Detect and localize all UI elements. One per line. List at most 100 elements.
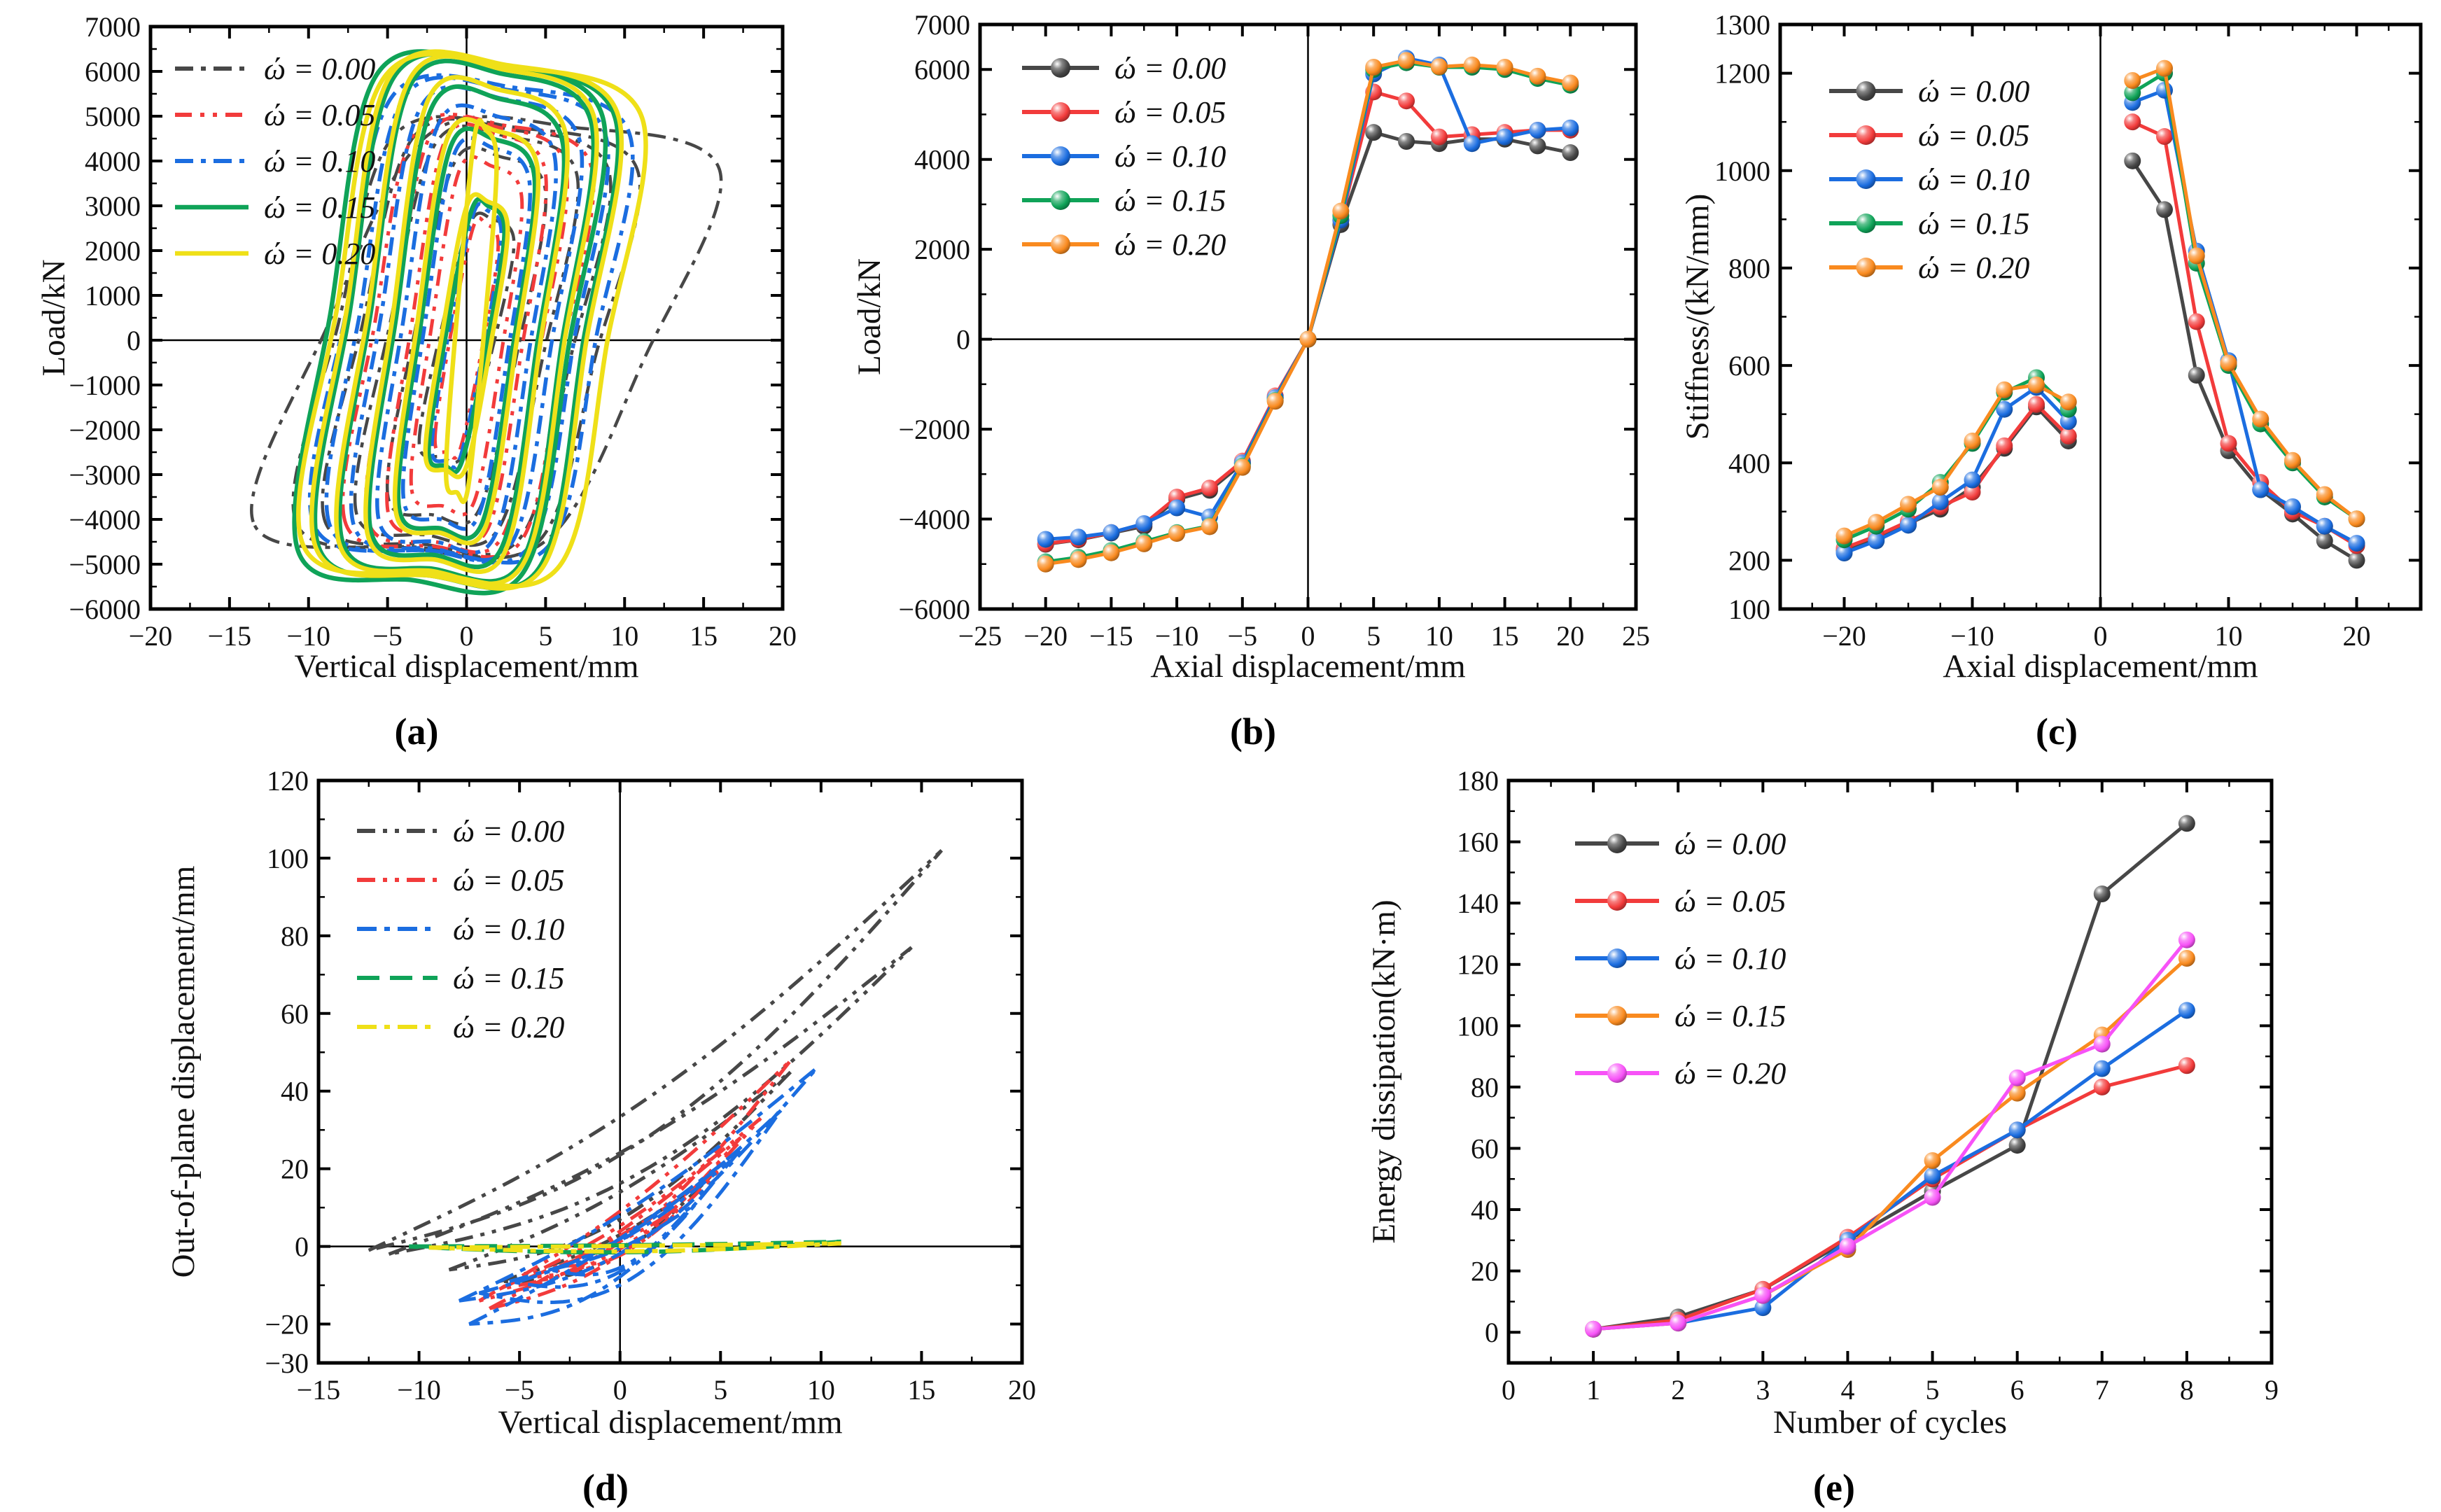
data-point <box>1964 432 1981 449</box>
data-point <box>1168 499 1186 517</box>
svg-text:120: 120 <box>1457 949 1499 981</box>
svg-text:−10: −10 <box>286 620 330 652</box>
data-point <box>1900 517 1917 534</box>
data-point <box>1070 551 1087 568</box>
legend: ώ = 0.00 ώ = 0.05 ώ = 0.10 ώ = 0.15 ώ = 0.20 <box>1829 74 2029 285</box>
panel-e: 0 1 2 3 4 5 6 7 8 9 0 20 40 60 80 100 120 140 160 180 ώ = 0.… <box>1365 763 2303 1509</box>
svg-text:−5000: −5000 <box>69 549 141 580</box>
data-point <box>1168 525 1186 542</box>
series-line <box>1591 821 2189 1331</box>
tick-labels: −20 −10 0 10 20 100 200 400 600 800 1000 1200 1300 <box>1714 9 2371 652</box>
legend-marker <box>1856 214 1876 233</box>
y-axis-title: Load/kN <box>851 258 888 375</box>
data-point <box>2008 1137 2026 1154</box>
legend-label: ώ = 0.15 <box>1674 999 1786 1033</box>
svg-text:600: 600 <box>1728 350 1770 382</box>
data-point <box>2093 1078 2111 1096</box>
svg-text:−1000: −1000 <box>69 370 141 401</box>
data-point <box>2284 451 2301 469</box>
data-point <box>1529 137 1546 155</box>
chart-c-host: −20 −10 0 10 20 100 200 400 600 800 1000 1200 1300 ώ … <box>1679 7 2435 700</box>
legend-marker <box>1051 58 1070 78</box>
data-point <box>2059 393 2077 411</box>
svg-text:20: 20 <box>1471 1256 1499 1287</box>
svg-text:−10: −10 <box>1155 620 1199 652</box>
svg-text:120: 120 <box>267 765 309 797</box>
hysteresis-loop <box>409 155 524 517</box>
svg-text:−20: −20 <box>1822 620 1866 652</box>
data-point <box>1496 128 1513 146</box>
legend-marker <box>1607 948 1627 968</box>
legend-label: ώ = 0.10 <box>1674 941 1786 976</box>
legend: ώ = 0.00 ώ = 0.05 ώ = 0.10 ώ = 0.15 ώ = 0.20 <box>357 814 564 1044</box>
data-point <box>1924 1167 1941 1184</box>
data-point <box>1996 400 2013 418</box>
svg-text:10: 10 <box>807 1374 835 1406</box>
svg-text:800: 800 <box>1728 253 1770 284</box>
x-axis-title: Axial displacement/mm <box>1150 648 1465 685</box>
data-point <box>1233 458 1251 476</box>
data-point <box>1332 202 1350 220</box>
data-point <box>2178 815 2195 832</box>
svg-text:180: 180 <box>1457 765 1499 797</box>
svg-text:0: 0 <box>1301 620 1315 652</box>
svg-text:2000: 2000 <box>914 234 970 265</box>
plot-frame <box>316 778 1024 1365</box>
data-point <box>1562 74 1579 92</box>
hysteresis-loop <box>392 117 541 546</box>
data-point <box>1103 524 1120 541</box>
data-point <box>2156 128 2173 146</box>
svg-text:0: 0 <box>127 325 141 356</box>
svg-text:−30: −30 <box>265 1348 309 1379</box>
svg-text:4: 4 <box>1840 1374 1854 1406</box>
hysteresis-loop <box>388 946 913 1256</box>
data-point <box>1398 133 1415 150</box>
hysteresis-loop <box>488 1136 742 1310</box>
series-line <box>2130 120 2358 547</box>
data-point <box>2008 1069 2026 1086</box>
data-point <box>1398 52 1415 69</box>
svg-text:−6000: −6000 <box>69 594 141 625</box>
legend-label: ώ = 0.15 <box>1114 183 1226 218</box>
svg-text:20: 20 <box>1008 1374 1036 1406</box>
data-point <box>2220 354 2237 372</box>
series-group <box>1585 815 2195 1338</box>
data-point <box>1996 381 2013 398</box>
legend-marker <box>1607 834 1627 853</box>
legend: ώ = 0.00 ώ = 0.05 ώ = 0.10 ώ = 0.15 ώ = 0.20 <box>1575 827 1786 1091</box>
chart-c: −20 −10 0 10 20 100 200 400 600 800 1000 1200 1300 ώ … <box>1679 9 2423 685</box>
data-point <box>1365 59 1383 76</box>
data-point <box>1135 514 1153 532</box>
series-group <box>250 49 723 596</box>
series-group <box>1835 59 2365 569</box>
caption-e: (e) <box>1813 1466 1855 1508</box>
data-point <box>1496 59 1513 76</box>
data-point <box>1670 1315 1687 1332</box>
legend-label: ώ = 0.05 <box>1918 118 2029 153</box>
chart-e: 0 1 2 3 4 5 6 7 8 9 0 20 40 60 80 100 120 140 160 180 ώ = 0.… <box>1366 765 2279 1441</box>
svg-text:−10: −10 <box>1950 620 1994 652</box>
data-point <box>2156 201 2173 218</box>
data-point <box>2178 1002 2195 1019</box>
hysteresis-loop <box>295 51 648 589</box>
svg-text:−20: −20 <box>1023 620 1068 652</box>
data-point <box>2188 247 2205 265</box>
chart-b-host: −25 −20 −15 −10 −5 0 5 10 15 20 25 −6000 −4000 −2000 0… <box>851 7 1656 700</box>
legend-label: ώ = 0.00 <box>1114 51 1226 85</box>
plot-frame <box>148 24 785 611</box>
hysteresis-loop <box>363 75 570 574</box>
legend-marker <box>1856 258 1876 277</box>
svg-text:20: 20 <box>2343 620 2371 652</box>
data-point <box>1299 330 1317 348</box>
data-point <box>2124 72 2141 90</box>
data-point <box>1868 514 1885 531</box>
caption-a: (a) <box>394 710 439 752</box>
chart-a-host: −20 −15 −10 −5 0 5 10 15 20 −6000 −5000 −4000 −3000 −… <box>35 7 798 700</box>
svg-text:−5: −5 <box>1228 620 1258 652</box>
series-line <box>1591 1008 2189 1331</box>
legend-marker <box>1051 102 1070 122</box>
svg-text:140: 140 <box>1457 888 1499 919</box>
data-point <box>2252 410 2269 428</box>
legend-label: ώ = 0.05 <box>264 98 375 132</box>
svg-text:200: 200 <box>1728 545 1770 576</box>
